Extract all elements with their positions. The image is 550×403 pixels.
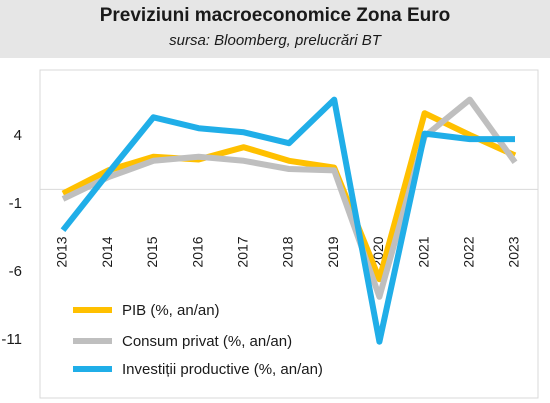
y-tick-label: -1 bbox=[9, 195, 22, 212]
plot-area-border bbox=[39, 69, 539, 399]
x-tick-label: 2021 bbox=[415, 236, 431, 267]
chart-title: Previziuni macroeconomice Zona Euro bbox=[99, 5, 451, 26]
x-tick-label: 2014 bbox=[99, 236, 115, 267]
x-tick-label: 2019 bbox=[325, 236, 341, 267]
chart-subtitle: sursa: Bloomberg, prelucrări BT bbox=[169, 32, 381, 49]
series-line-3 bbox=[60, 96, 515, 345]
legend-label: Consum privat (%, an/an) bbox=[122, 333, 292, 350]
x-tick-label: 2015 bbox=[144, 236, 160, 267]
x-tick-label: 2023 bbox=[506, 236, 522, 267]
x-tick-label: 2022 bbox=[461, 236, 477, 267]
y-tick-label: -6 bbox=[9, 263, 22, 280]
legend-label: Investiții productive (%, an/an) bbox=[122, 361, 323, 378]
x-tick-label: 2018 bbox=[280, 236, 296, 267]
y-tick-label: 4 bbox=[14, 127, 22, 144]
x-tick-label: 2017 bbox=[235, 236, 251, 267]
chart-header: Previziuni macroeconomice Zona Euro surs… bbox=[0, 0, 550, 58]
x-tick-label: 2016 bbox=[189, 236, 205, 267]
x-tick-label: 2013 bbox=[54, 236, 70, 267]
legend-label: PIB (%, an/an) bbox=[122, 302, 220, 319]
y-tick-label: -11 bbox=[1, 331, 22, 348]
